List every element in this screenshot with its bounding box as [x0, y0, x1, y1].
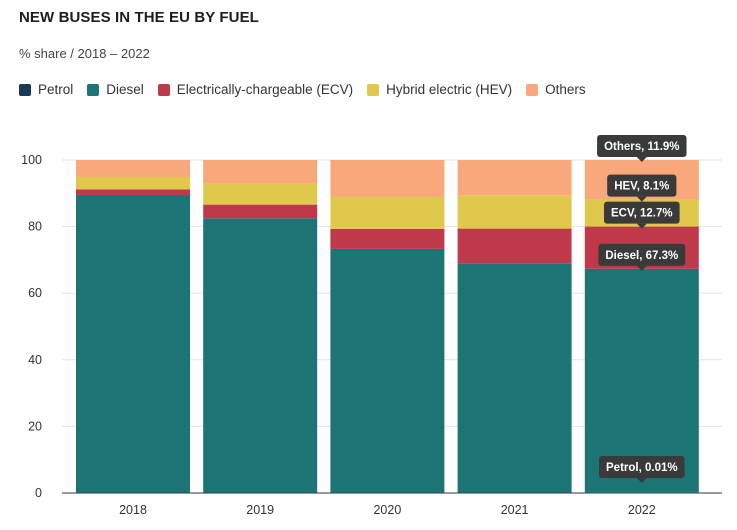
bar-others-2021[interactable] [457, 160, 572, 196]
callout-others: Others, 11.9% [597, 134, 687, 162]
callout-box [607, 174, 677, 197]
callout-box [598, 243, 686, 266]
legend-label: Diesel [106, 82, 144, 97]
bar-diesel-2020[interactable] [330, 248, 445, 493]
bar-electrically-chargeable-ecv-2021[interactable] [457, 228, 572, 264]
legend-swatch [526, 83, 539, 96]
legend-label: Petrol [38, 82, 74, 97]
legend-item-hybrid-electric-hev[interactable]: Hybrid electric (HEV) [367, 82, 512, 97]
y-tick-label: 20 [28, 419, 42, 433]
bar-electrically-chargeable-ecv-2019[interactable] [203, 204, 318, 219]
y-tick-label: 60 [28, 286, 42, 300]
legend: Petrol Diesel Electrically-chargeable (ECV… [19, 82, 600, 97]
legend-label: Hybrid electric (HEV) [386, 82, 513, 97]
bar-hybrid-electric-hev-2019[interactable] [203, 183, 318, 205]
y-tick-label: 80 [28, 220, 42, 234]
callout-box [604, 201, 680, 224]
legend-label: Others [545, 82, 586, 97]
callout-box [599, 456, 685, 478]
x-tick-label: 2018 [119, 503, 147, 517]
x-tick-label: 2020 [373, 503, 401, 517]
x-tick-label: 2021 [501, 503, 529, 517]
x-tick-label: 2019 [246, 503, 274, 517]
legend-item-electrically-chargeable-ecv[interactable]: Electrically-chargeable (ECV) [157, 82, 354, 97]
bar-hybrid-electric-hev-2018[interactable] [76, 176, 190, 190]
legend-label: Electrically-chargeable (ECV) [176, 82, 354, 97]
bar-electrically-chargeable-ecv-2020[interactable] [330, 228, 445, 249]
legend-item-diesel[interactable]: Diesel [87, 82, 144, 97]
legend-swatch [367, 83, 380, 96]
callout-label: HEV, 8.1% [614, 181, 669, 193]
callout-box [597, 134, 687, 157]
bar-diesel-2018[interactable] [76, 194, 190, 493]
callout-electrically-chargeable-ecv: ECV, 12.7% [604, 201, 680, 229]
bar-hybrid-electric-hev-2021[interactable] [457, 195, 572, 229]
callout-diesel: Diesel, 67.3% [598, 243, 686, 271]
callout-pointer [636, 196, 647, 202]
bar-diesel-2021[interactable] [457, 263, 572, 493]
bar-others-2020[interactable] [330, 160, 445, 197]
callout-pointer [636, 265, 647, 271]
callout-label: ECV, 12.7% [611, 208, 673, 220]
callout-label: Diesel, 67.3% [605, 250, 678, 262]
chart-title: NEW BUSES IN THE EU BY FUEL [19, 9, 259, 26]
callout-hybrid-electric-hev: HEV, 8.1% [607, 174, 677, 202]
legend-item-petrol[interactable]: Petrol [19, 82, 73, 97]
x-tick-label: 2022 [628, 503, 656, 517]
callout-label: Others, 11.9% [604, 141, 679, 153]
bar-hybrid-electric-hev-2020[interactable] [330, 196, 445, 229]
bar-electrically-chargeable-ecv-2018[interactable] [76, 189, 190, 195]
bar-others-2019[interactable] [203, 160, 318, 184]
y-tick-label: 100 [21, 153, 42, 167]
callout-pointer [636, 223, 647, 229]
legend-swatch [19, 83, 31, 96]
callout-pointer [636, 478, 647, 483]
y-tick-label: 0 [35, 486, 42, 500]
callout-petrol: Petrol, 0.01% [599, 456, 685, 483]
legend-item-others[interactable]: Others [526, 82, 586, 97]
y-tick-label: 40 [28, 353, 42, 367]
bar-diesel-2019[interactable] [203, 218, 318, 493]
legend-swatch [157, 83, 170, 96]
legend-swatch [87, 83, 100, 96]
callout-label: Petrol, 0.01% [606, 462, 678, 474]
bar-diesel-2022[interactable] [584, 268, 699, 493]
callout-pointer [636, 156, 647, 162]
bar-others-2018[interactable] [76, 160, 190, 177]
chart-subtitle: % share / 2018 – 2022 [19, 46, 150, 61]
